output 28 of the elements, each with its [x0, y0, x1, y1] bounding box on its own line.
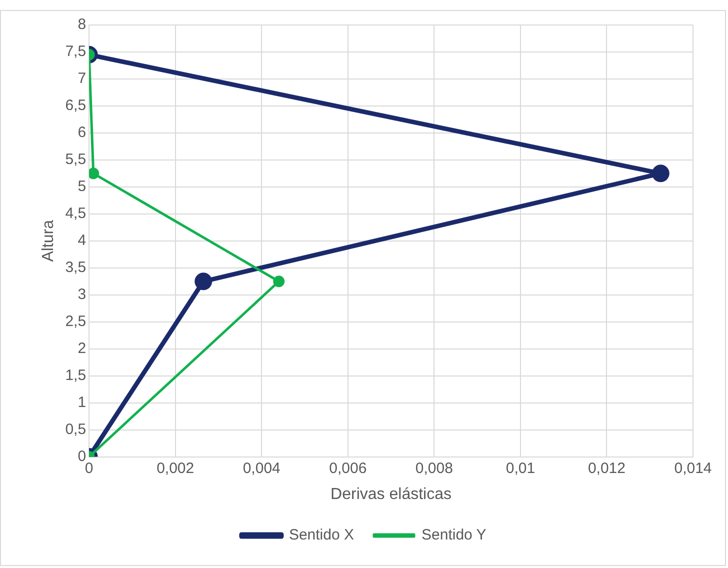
- y-tick-label: 3,5: [65, 259, 86, 276]
- x-axis-title: Derivas elásticas: [330, 486, 452, 503]
- x-tick-label: 0,014: [674, 460, 712, 477]
- y-tick-label: 6,5: [65, 97, 86, 114]
- y-axis-title: Altura: [40, 220, 58, 262]
- legend-label: Sentido X: [288, 526, 354, 544]
- y-tick-label: 5,5: [65, 151, 86, 168]
- y-tick-label: 0: [78, 448, 86, 465]
- y-tick-label: 4: [78, 232, 86, 250]
- y-tick-label: 5: [78, 178, 86, 196]
- y-tick-label: 1,5: [65, 366, 86, 384]
- x-tick-label: 0,004: [242, 460, 280, 477]
- y-tick-label: 7: [78, 70, 86, 88]
- x-tick-label: 0,006: [329, 460, 367, 477]
- y-tick-label: 4,5: [65, 205, 86, 222]
- x-tick-label: 0,002: [156, 460, 194, 477]
- y-tick-label: 2,5: [65, 313, 86, 330]
- y-tick-label: 3: [78, 286, 86, 304]
- legend-label: Sentido Y: [422, 526, 486, 544]
- y-tick-label: 1: [78, 394, 86, 411]
- x-tick-label: 0,012: [588, 460, 626, 477]
- y-tick-label: 6: [78, 124, 86, 142]
- y-tick-label: 0,5: [65, 420, 86, 438]
- y-tick-label: 2: [78, 340, 86, 357]
- x-tick-label: 0,01: [506, 460, 536, 477]
- x-tick-label: 0,008: [415, 460, 453, 477]
- y-tick-label: 7,5: [65, 43, 86, 60]
- y-tick-label: 8: [78, 16, 86, 34]
